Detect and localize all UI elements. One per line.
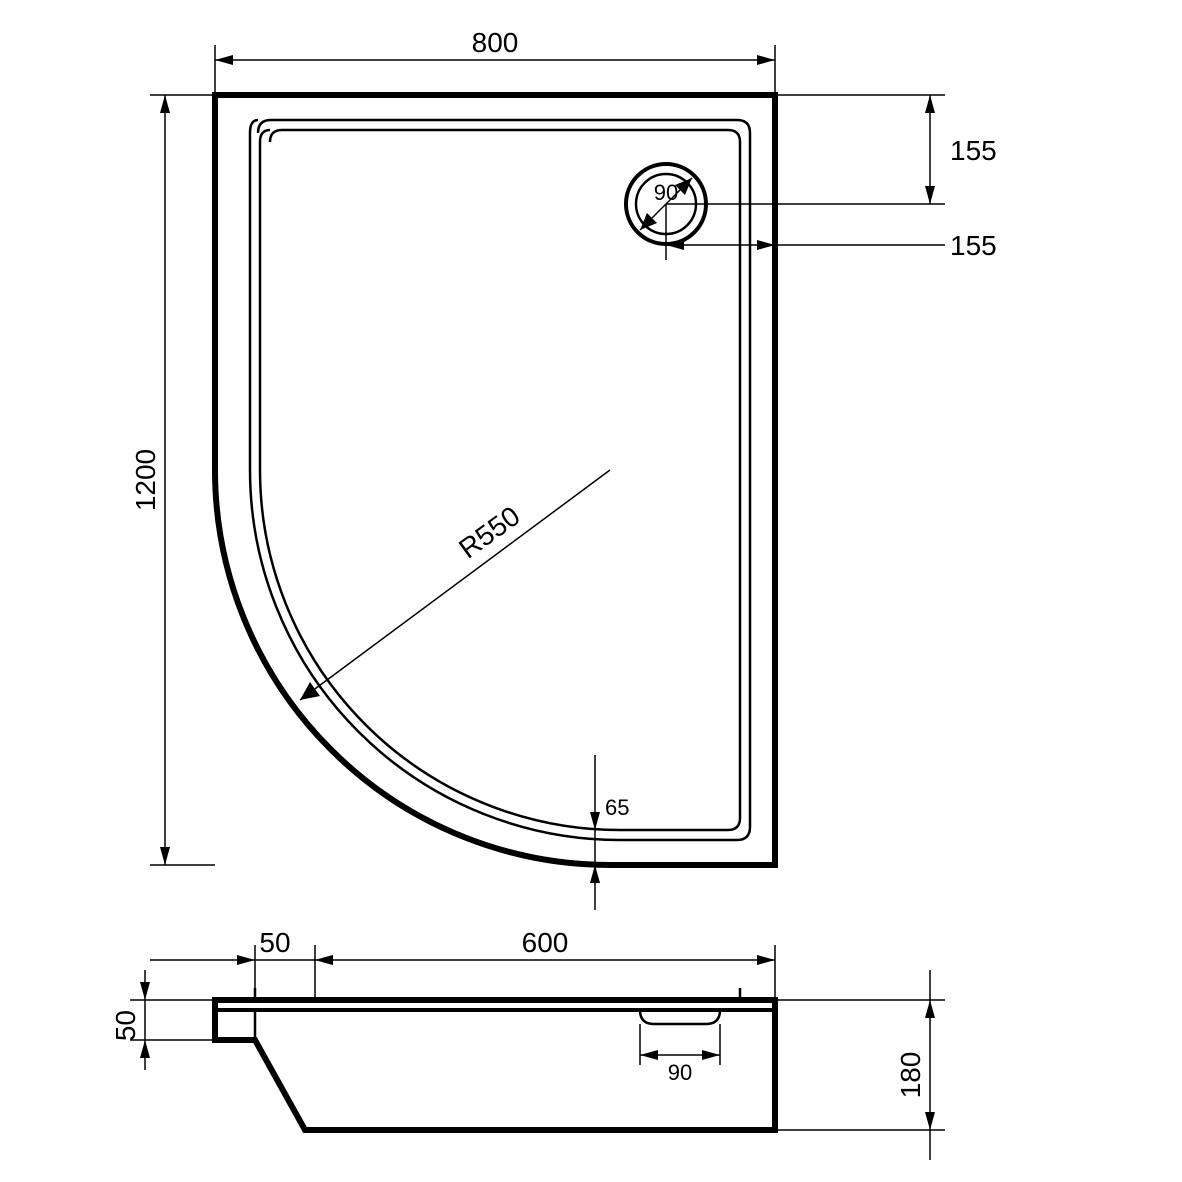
dim-drain-dia: 90 — [654, 180, 678, 205]
dim-180: 180 — [895, 1052, 926, 1099]
dim-800: 800 — [472, 27, 519, 58]
plan-view: 90 R550 65 — [215, 95, 775, 910]
dim-oh50: 50 — [259, 927, 290, 958]
dim-section-overhang-50: 50 — [150, 927, 333, 1000]
dim-height-1200: 1200 — [130, 95, 215, 865]
dim-width-800: 800 — [215, 27, 775, 95]
section-view: 90 — [215, 988, 775, 1130]
dim-65: 65 — [605, 795, 629, 820]
dim-drain-offset-top: 155 — [666, 95, 997, 204]
technical-drawing: 90 R550 65 800 1200 — [0, 0, 1182, 1182]
dim-600: 600 — [522, 927, 569, 958]
dim-rim50: 50 — [110, 1010, 141, 1041]
radius-r550: R550 — [300, 470, 610, 700]
dim-r550: R550 — [453, 500, 525, 564]
dim-drain-offset-right: 155 — [666, 204, 997, 261]
dim-section-600: 600 — [315, 927, 775, 1000]
dim-rim-65: 65 — [590, 755, 629, 910]
dim-section-drain-90: 90 — [640, 1024, 720, 1085]
dim-1200: 1200 — [130, 449, 161, 511]
dim-section-height-180: 180 — [775, 970, 945, 1160]
dim-155b: 155 — [950, 230, 997, 261]
dim-155a: 155 — [950, 135, 997, 166]
dim-s90: 90 — [668, 1060, 692, 1085]
dim-section-rim-50: 50 — [110, 970, 215, 1070]
